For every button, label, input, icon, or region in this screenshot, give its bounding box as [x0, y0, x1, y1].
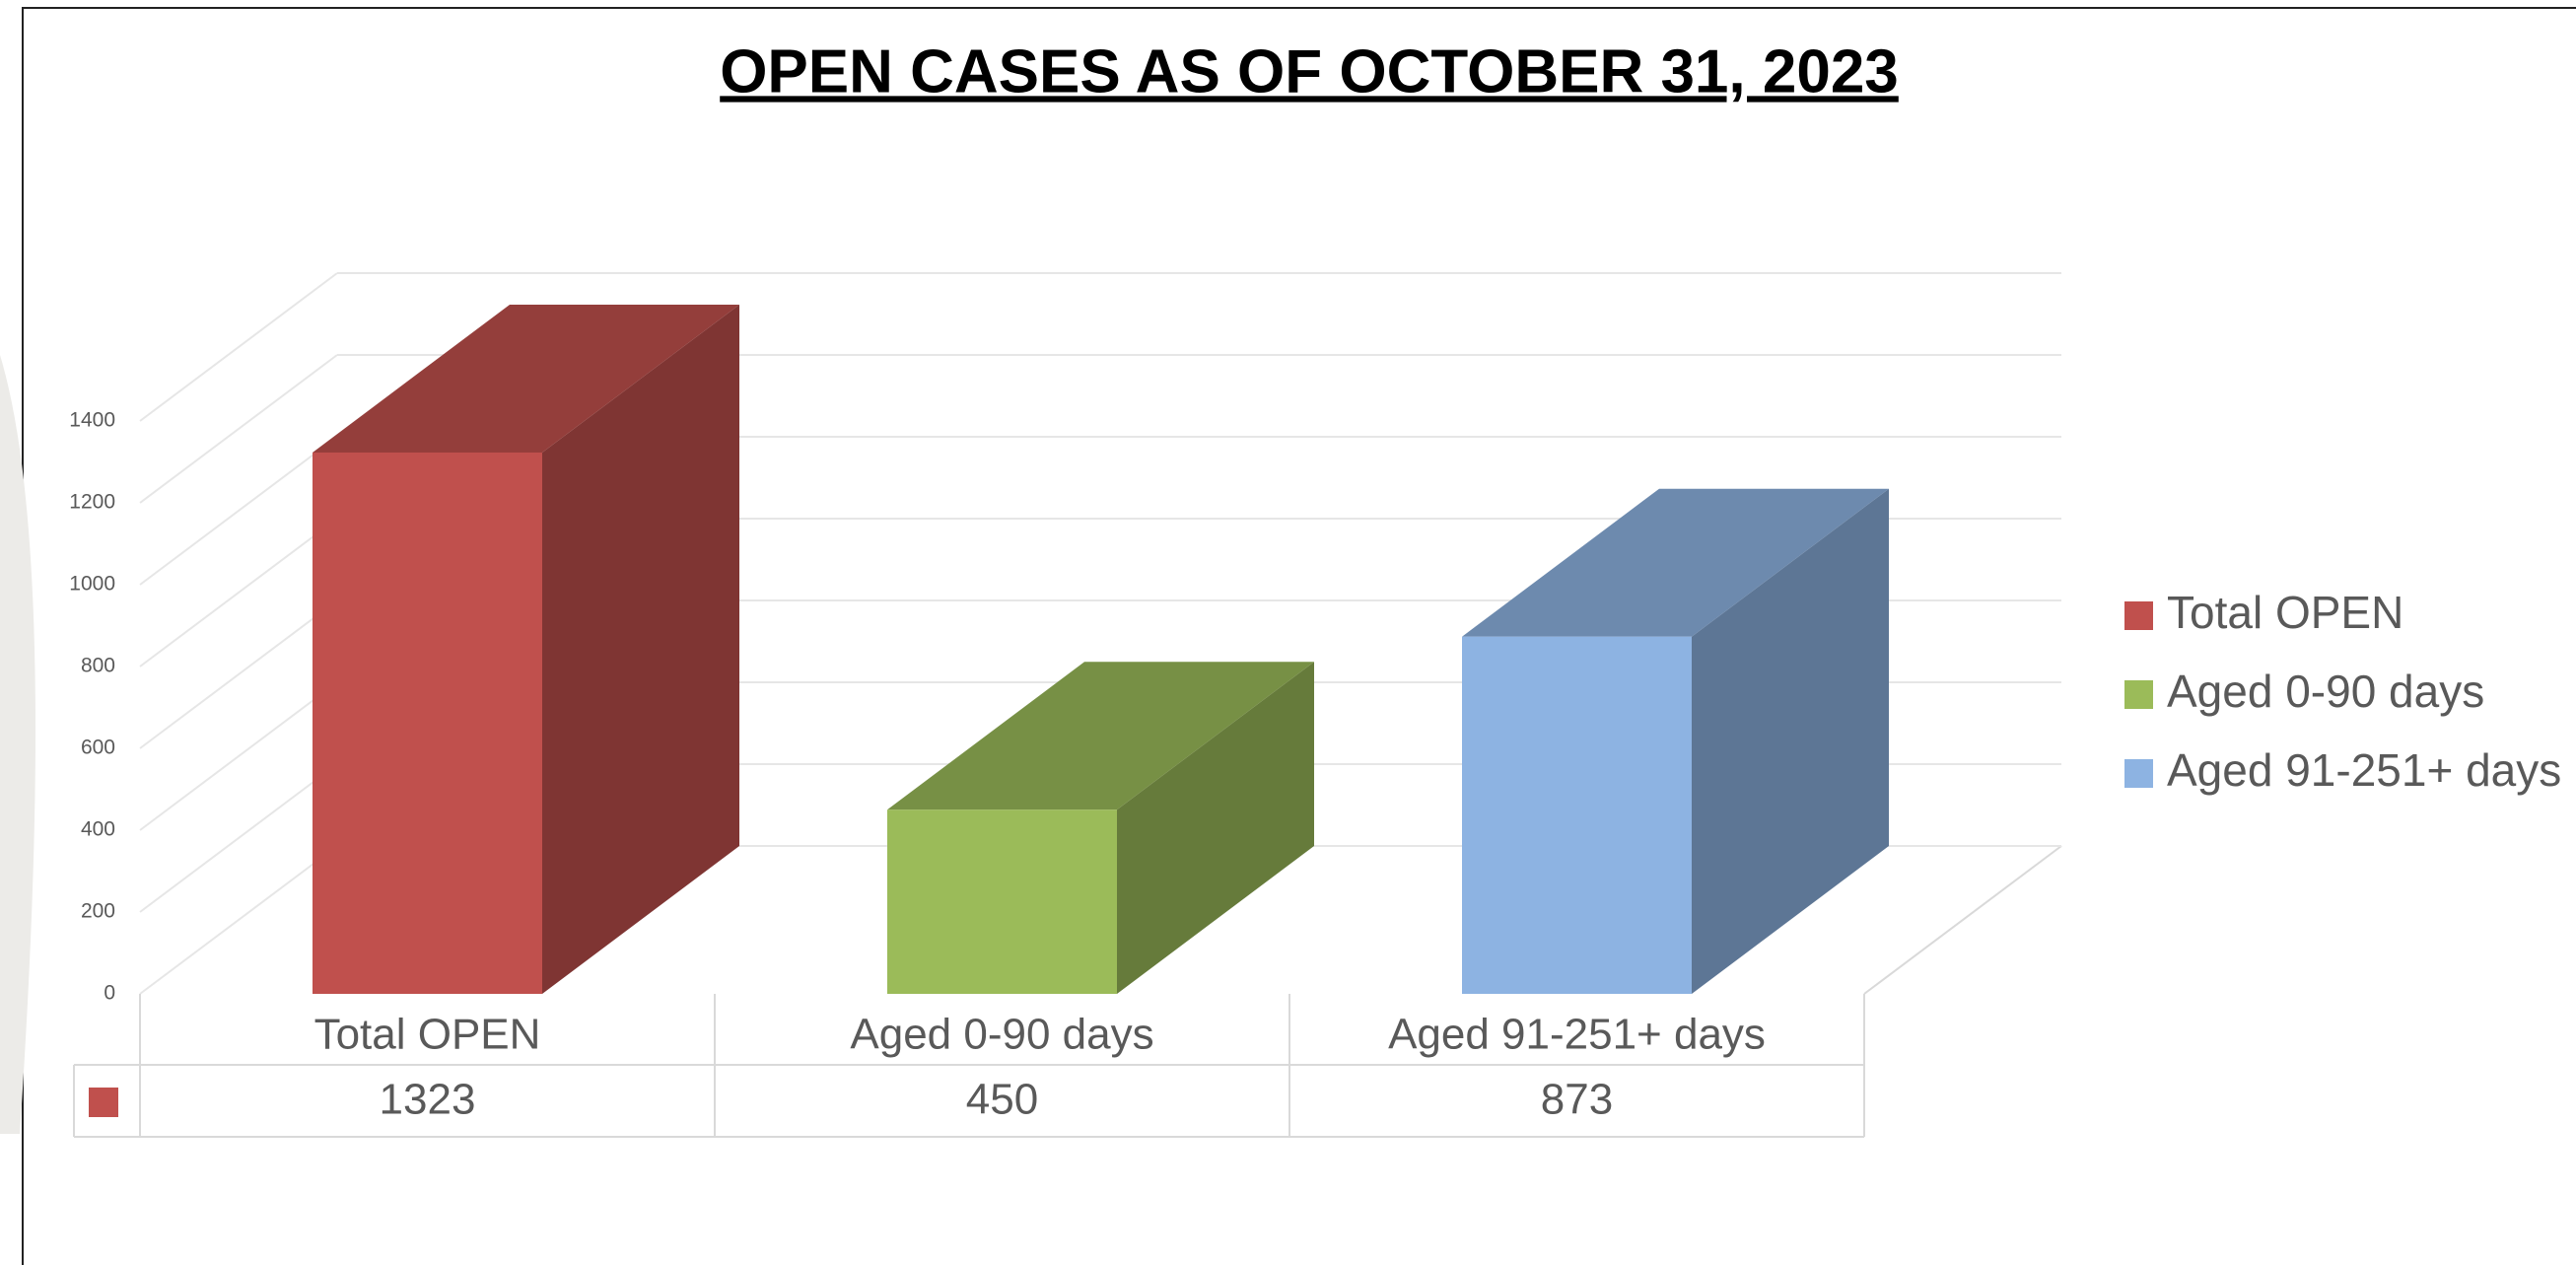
chart-title: OPEN CASES AS OF OCTOBER 31, 2023 [720, 37, 1899, 105]
floor-edge [1863, 845, 2062, 995]
bar [313, 452, 542, 995]
grid-line [139, 272, 338, 422]
bar [1462, 636, 1692, 994]
grid-line [139, 599, 338, 749]
table-value: 450 [966, 1076, 1038, 1124]
legend-label: Total OPEN [2167, 587, 2403, 638]
grid-line [139, 763, 338, 913]
legend-key [89, 1088, 118, 1117]
table-value: 1323 [380, 1076, 476, 1124]
x-tick-label: Aged 0-90 days [850, 1011, 1153, 1059]
y-tick-label: 400 [81, 818, 115, 841]
bar [887, 809, 1117, 994]
decoration [0, 355, 35, 1134]
y-tick-label: 0 [104, 982, 115, 1005]
grid-line [139, 436, 338, 586]
legend-swatch [2124, 601, 2153, 630]
legend-swatch [2124, 759, 2153, 788]
x-tick-label: Total OPEN [314, 1011, 541, 1059]
y-tick-label: 800 [81, 655, 115, 677]
bar-side [1117, 662, 1314, 994]
table-value: 873 [1541, 1076, 1613, 1124]
y-tick-label: 1200 [69, 491, 115, 514]
bar-side [1692, 488, 1889, 995]
legend-label: Aged 0-90 days [2167, 666, 2484, 717]
bar-side [542, 304, 739, 995]
bar-top [887, 662, 1314, 810]
y-tick-label: 600 [81, 737, 115, 759]
y-tick-label: 200 [81, 900, 115, 923]
y-tick-label: 1400 [69, 409, 115, 432]
grid-line [139, 354, 338, 504]
bar-top [313, 304, 739, 453]
grid-line [139, 518, 338, 668]
y-tick-label: 1000 [69, 573, 115, 596]
legend-swatch [2124, 680, 2153, 709]
bar-top [1462, 488, 1889, 637]
legend-label: Aged 91-251+ days [2167, 744, 2561, 796]
grid-line [139, 845, 338, 995]
x-tick-label: Aged 91-251+ days [1388, 1011, 1766, 1059]
grid-line [139, 681, 338, 831]
